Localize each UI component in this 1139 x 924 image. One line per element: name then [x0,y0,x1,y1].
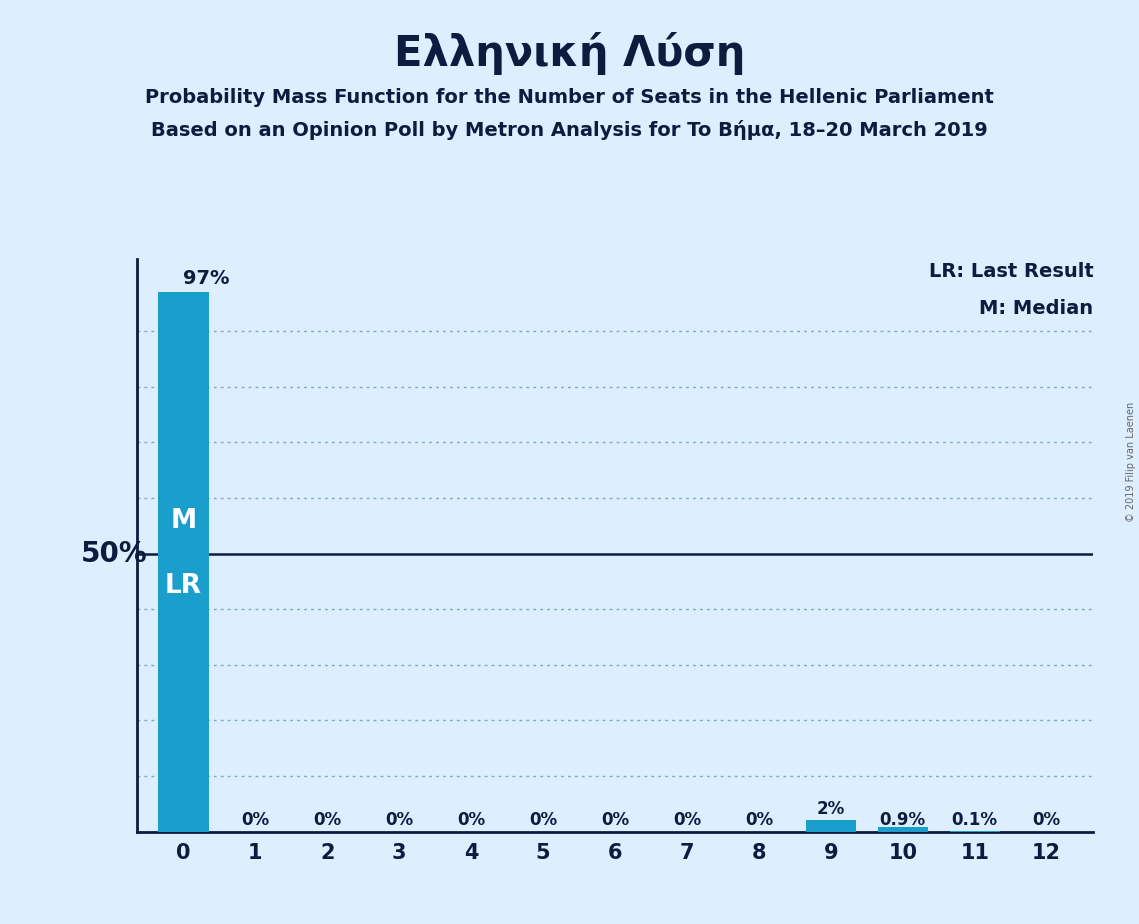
Text: 0%: 0% [457,811,485,829]
Text: © 2019 Filip van Laenen: © 2019 Filip van Laenen [1126,402,1136,522]
Text: 0%: 0% [601,811,629,829]
Text: M: M [171,508,197,534]
Text: M: Median: M: Median [980,298,1093,318]
Text: Probability Mass Function for the Number of Seats in the Hellenic Parliament: Probability Mass Function for the Number… [145,88,994,107]
Text: 0%: 0% [673,811,702,829]
Text: 0.1%: 0.1% [952,811,998,829]
Text: 50%: 50% [81,540,147,567]
Text: Ελληνική Λύση: Ελληνική Λύση [394,32,745,76]
Text: LR: LR [165,573,202,599]
Text: 0%: 0% [745,811,773,829]
Text: 0%: 0% [528,811,557,829]
Text: 0%: 0% [241,811,270,829]
Bar [805,821,857,832]
Text: 97%: 97% [183,269,230,287]
Bar [878,827,928,832]
Text: 2%: 2% [817,799,845,818]
Text: Based on an Opinion Poll by Metron Analysis for To Βήμα, 18–20 March 2019: Based on an Opinion Poll by Metron Analy… [151,120,988,140]
Text: 0%: 0% [385,811,413,829]
Text: LR: Last Result: LR: Last Result [928,261,1093,281]
Text: 0%: 0% [313,811,342,829]
Text: 0.9%: 0.9% [879,811,926,829]
Text: 0%: 0% [1033,811,1060,829]
Bar [158,292,208,832]
